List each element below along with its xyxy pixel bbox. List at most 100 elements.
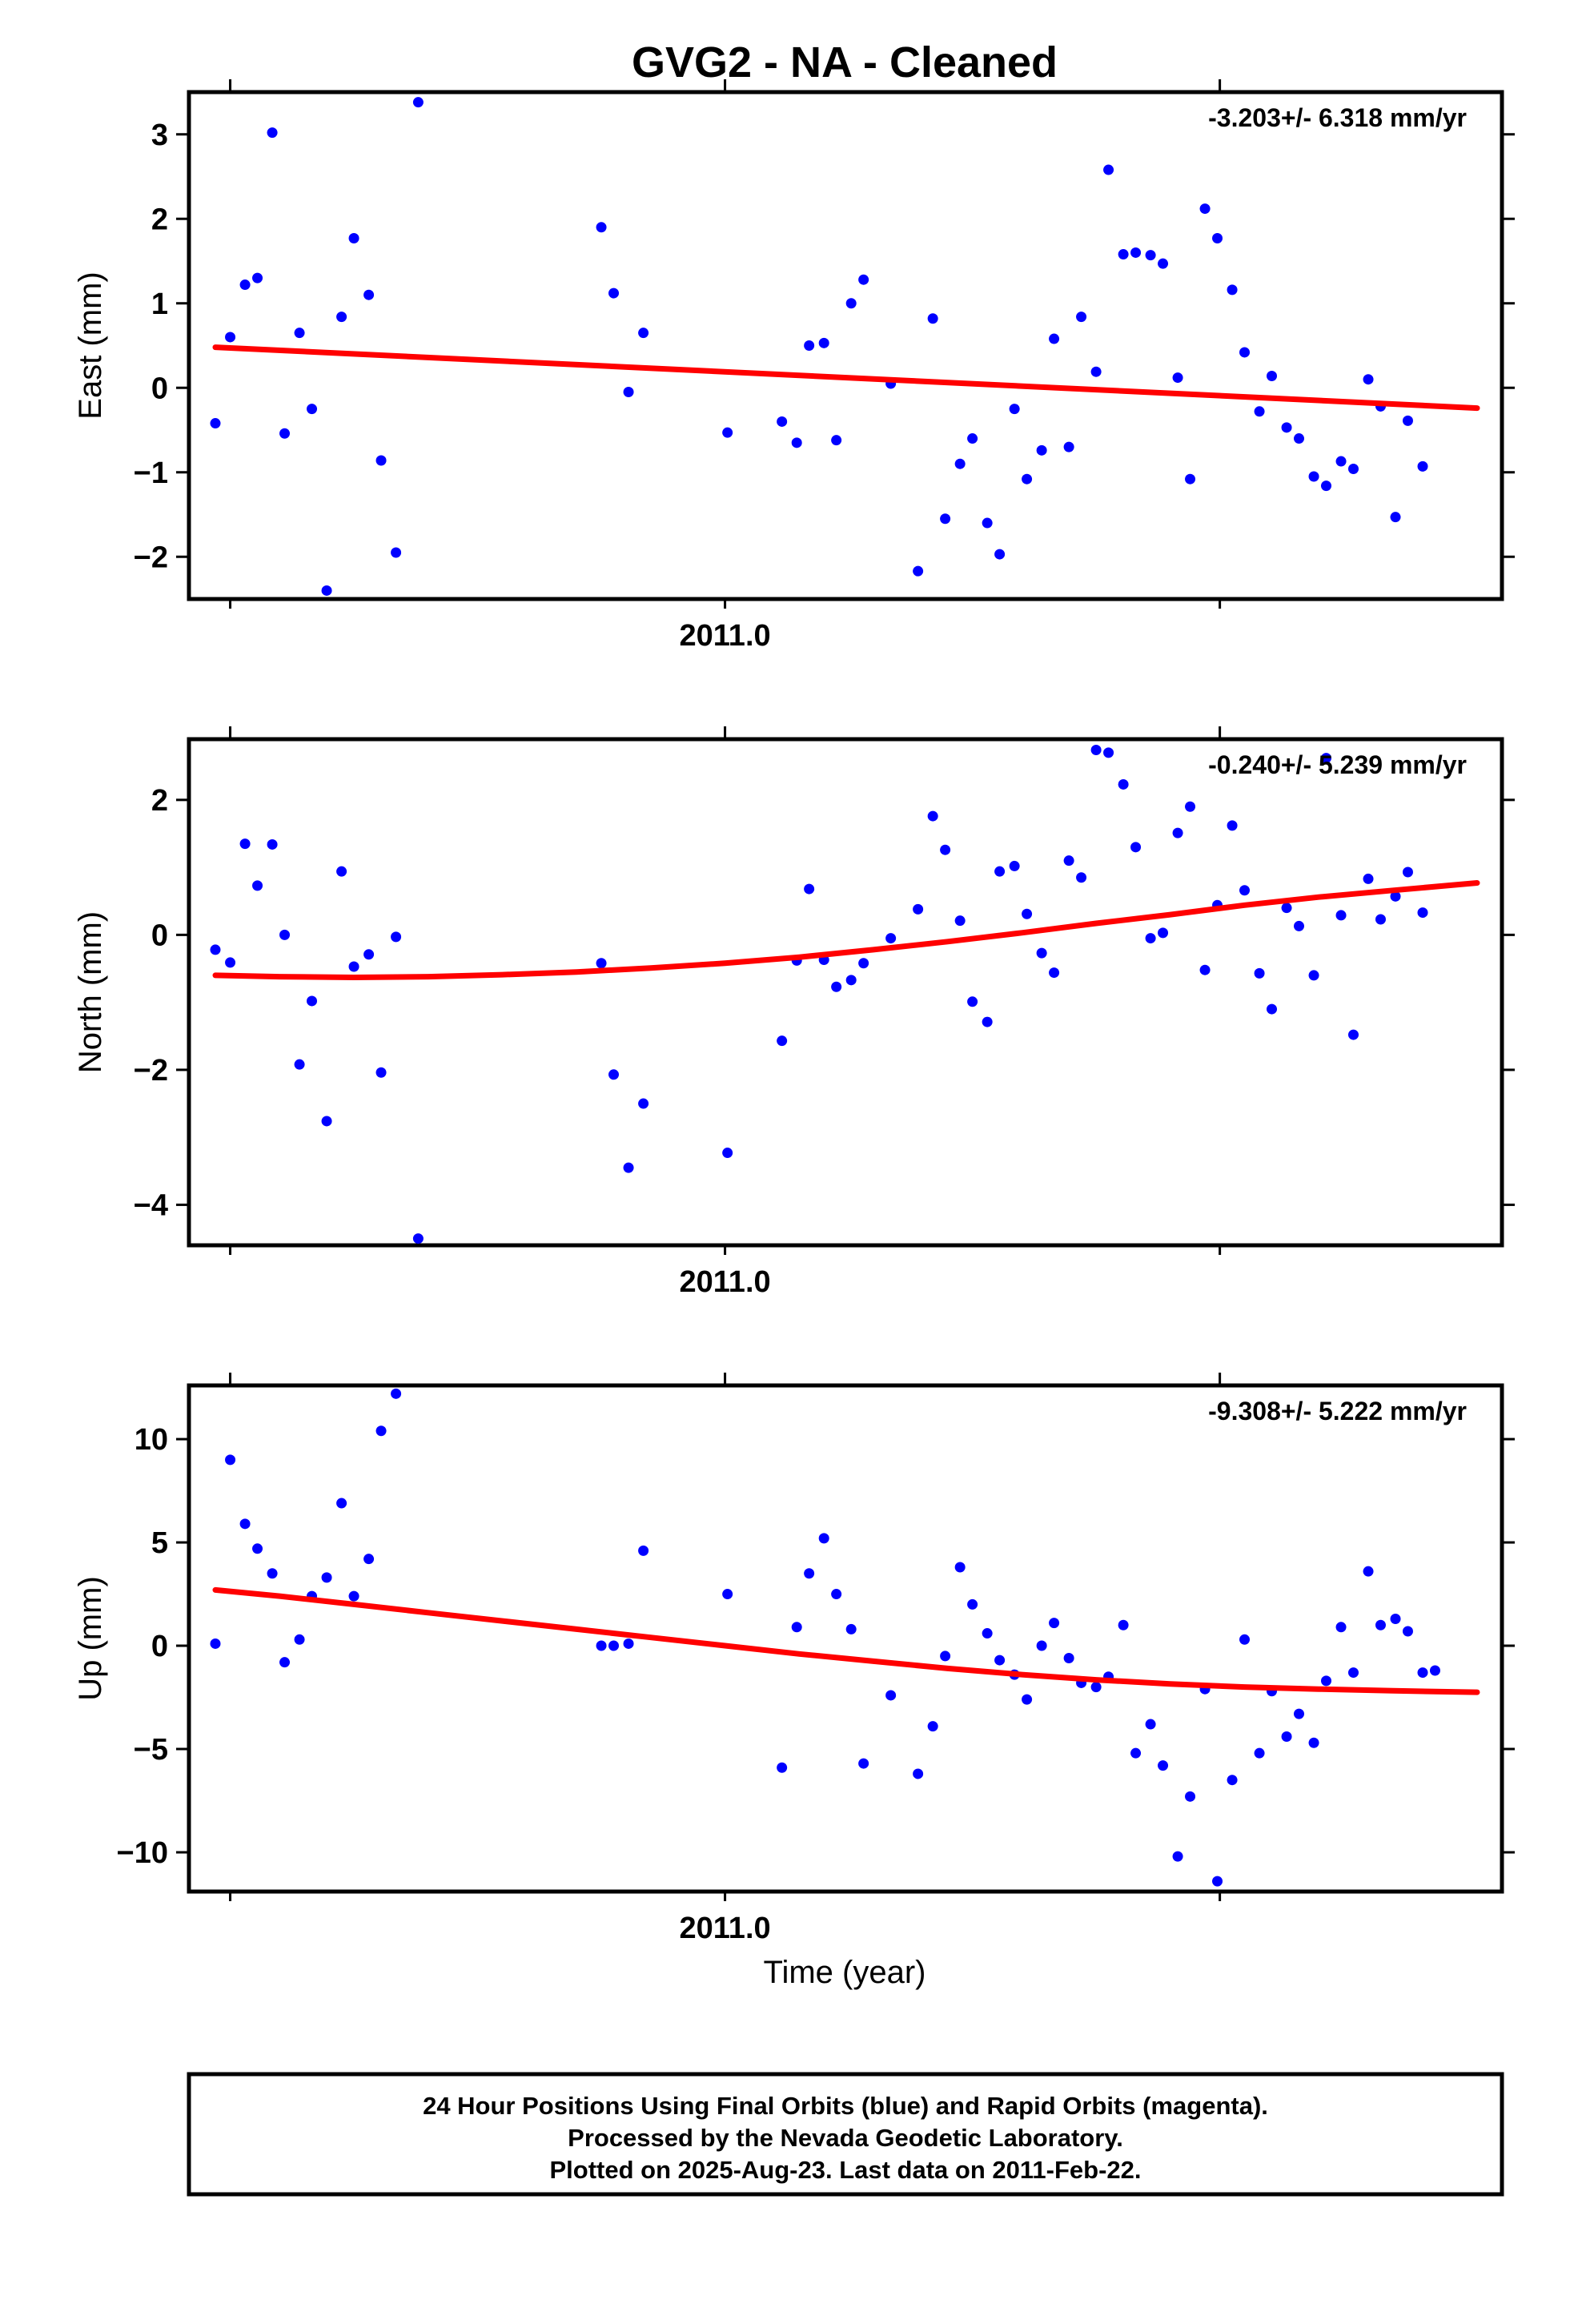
east-y-tick-label: −1 bbox=[134, 456, 168, 490]
east-data-point bbox=[831, 435, 842, 446]
east-data-point bbox=[1402, 415, 1413, 426]
east-data-point bbox=[1009, 404, 1020, 415]
east-data-point bbox=[967, 433, 978, 444]
up-data-point bbox=[1022, 1694, 1033, 1705]
up-data-point bbox=[279, 1657, 291, 1668]
east-data-point bbox=[777, 416, 788, 427]
north-data-point bbox=[1090, 744, 1102, 755]
east-data-point bbox=[412, 97, 424, 108]
up-data-point bbox=[623, 1638, 634, 1649]
east-data-point bbox=[294, 328, 305, 339]
up-data-point bbox=[1308, 1737, 1319, 1748]
north-data-point bbox=[885, 933, 897, 944]
up-data-point bbox=[845, 1623, 857, 1634]
up-data-point bbox=[804, 1568, 815, 1579]
up-data-point bbox=[1347, 1667, 1359, 1679]
north-data-point bbox=[1049, 967, 1060, 979]
up-data-point bbox=[1294, 1708, 1305, 1719]
up-x-tick-label: 2011.0 bbox=[680, 1912, 771, 1945]
up-plot-frame bbox=[187, 1383, 1504, 1894]
north-data-point bbox=[225, 957, 236, 968]
north-y-tick-label: 0 bbox=[151, 919, 168, 952]
up-data-point bbox=[321, 1572, 332, 1583]
east-data-point bbox=[1090, 366, 1102, 377]
east-data-point bbox=[1320, 480, 1331, 492]
up-panel: −10 −5 0 5 10 Up (mm) 2011.0 -9.308+/- 5.222 mm… bbox=[73, 1373, 1515, 1945]
east-data-point bbox=[858, 274, 869, 285]
north-data-point bbox=[336, 866, 347, 877]
north-data-point bbox=[1308, 970, 1319, 981]
north-data-point bbox=[1076, 872, 1087, 883]
north-data-point bbox=[321, 1116, 332, 1127]
up-data-point bbox=[1390, 1613, 1401, 1624]
north-data-point bbox=[913, 903, 924, 915]
north-data-point bbox=[239, 838, 251, 850]
north-data-point bbox=[858, 958, 869, 969]
footer-line-1: 24 Hour Positions Using Final Orbits (bl… bbox=[423, 2092, 1268, 2120]
east-y-tick-label: 1 bbox=[151, 287, 168, 321]
up-data-point bbox=[239, 1518, 251, 1530]
footer-line-3: Plotted on 2025-Aug-23. Last data on 201… bbox=[549, 2156, 1141, 2184]
north-data-point bbox=[267, 838, 278, 850]
north-data-point bbox=[1320, 753, 1331, 764]
east-data-point bbox=[623, 387, 634, 398]
up-data-area bbox=[210, 1388, 1480, 1887]
east-x-tick-label: 2011.0 bbox=[680, 619, 771, 653]
up-data-point bbox=[831, 1589, 842, 1600]
up-data-point bbox=[982, 1628, 993, 1639]
up-y-tick-label: −5 bbox=[134, 1733, 168, 1767]
north-data-point bbox=[1363, 873, 1374, 884]
north-data-point bbox=[927, 810, 938, 822]
east-rate-label: -3.203+/- 6.318 mm/yr bbox=[1208, 103, 1467, 132]
east-data-point bbox=[1118, 249, 1129, 260]
east-data-point bbox=[1254, 406, 1265, 417]
north-data-point bbox=[722, 1148, 733, 1159]
east-data-point bbox=[638, 328, 649, 339]
north-data-point bbox=[252, 880, 263, 891]
up-data-point bbox=[267, 1568, 278, 1579]
up-data-point bbox=[1158, 1760, 1169, 1771]
east-data-point bbox=[1227, 284, 1238, 296]
footer-line-2: Processed by the Nevada Geodetic Laborat… bbox=[568, 2124, 1123, 2152]
up-data-point bbox=[1212, 1876, 1223, 1887]
up-data-point bbox=[967, 1598, 978, 1610]
east-data-point bbox=[1063, 441, 1074, 452]
north-data-area bbox=[210, 744, 1480, 1244]
north-data-point bbox=[940, 844, 951, 855]
east-data-point bbox=[1239, 347, 1251, 358]
north-data-point bbox=[845, 975, 857, 986]
up-data-point bbox=[1363, 1566, 1374, 1577]
east-y-tick-label: 3 bbox=[151, 119, 168, 152]
east-data-point bbox=[791, 437, 802, 448]
north-data-point bbox=[777, 1035, 788, 1047]
east-data-point bbox=[210, 418, 221, 429]
north-data-point bbox=[1281, 903, 1292, 914]
north-data-point bbox=[638, 1098, 649, 1109]
north-y-tick-label: 2 bbox=[151, 784, 168, 818]
north-plot-frame bbox=[187, 737, 1504, 1248]
up-data-point bbox=[1090, 1682, 1102, 1693]
up-data-point bbox=[791, 1622, 802, 1633]
east-data-point bbox=[1363, 374, 1374, 385]
north-panel: −4 −2 0 2 North (mm) 2011.0 -0.240+/- 5.239 mm… bbox=[73, 726, 1515, 1299]
up-y-tick-label: 5 bbox=[151, 1526, 168, 1560]
north-data-point bbox=[1009, 860, 1020, 871]
north-data-point bbox=[1402, 866, 1413, 878]
east-data-point bbox=[1347, 464, 1359, 475]
east-data-point bbox=[336, 312, 347, 323]
up-data-point bbox=[1130, 1747, 1142, 1759]
east-data-point bbox=[1281, 422, 1292, 433]
north-data-point bbox=[391, 931, 402, 943]
east-data-point bbox=[913, 565, 924, 577]
up-y-tick-label: 10 bbox=[135, 1423, 168, 1457]
up-data-point bbox=[1320, 1675, 1331, 1687]
north-data-point bbox=[1347, 1029, 1359, 1040]
up-data-point bbox=[1172, 1851, 1183, 1862]
east-data-point bbox=[954, 458, 966, 469]
north-data-point bbox=[1103, 747, 1114, 758]
east-y-axis-label: East (mm) bbox=[73, 271, 108, 419]
up-data-point bbox=[858, 1758, 869, 1769]
east-data-point bbox=[1335, 456, 1347, 467]
up-data-point bbox=[294, 1634, 305, 1645]
east-data-point bbox=[608, 287, 620, 299]
